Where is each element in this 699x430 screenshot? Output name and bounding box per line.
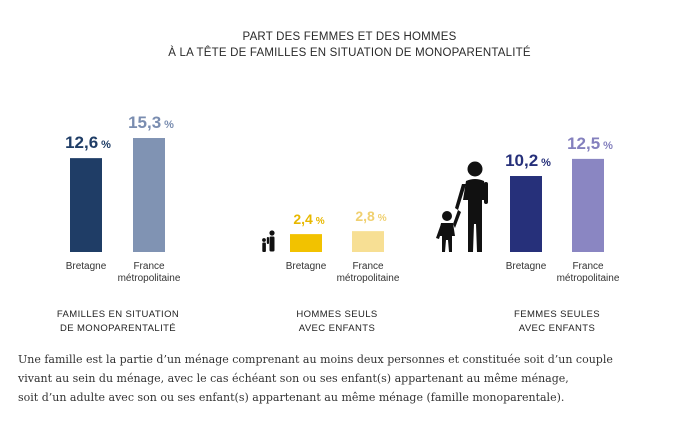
footnote-line: soit d’un adulte avec son ou ses enfant(… xyxy=(18,391,565,404)
bar-france-m-tropolitaine-3 xyxy=(572,158,604,252)
category-label: métropolitaine xyxy=(557,273,620,284)
group-label: AVEC ENFANTS xyxy=(519,323,595,334)
group-label: HOMMES SEULS xyxy=(296,309,377,320)
mother-child-icon xyxy=(436,161,488,252)
value-label: 12,6% xyxy=(65,133,111,152)
group-label: FEMMES SEULES xyxy=(514,309,600,320)
category-label: France xyxy=(352,261,384,272)
father-child-icon xyxy=(262,230,275,252)
value-label: 15,3% xyxy=(128,113,174,132)
category-label: Bretagne xyxy=(506,261,547,272)
category-label: France xyxy=(133,261,165,272)
chart-title-line-1: PART DES FEMMES ET DES HOMMES xyxy=(242,31,457,43)
category-label: métropolitaine xyxy=(118,273,181,284)
group-label: FAMILLES EN SITUATION xyxy=(57,309,179,320)
value-label: 2,8% xyxy=(355,208,386,224)
bar-france-m-tropolitaine-1 xyxy=(133,138,165,252)
footnote: Une famille est la partie d’un ménage co… xyxy=(18,350,688,407)
group-label: DE MONOPARENTALITÉ xyxy=(60,323,176,334)
bar-bretagne-1 xyxy=(70,158,102,252)
footnote-line: vivant au sein du ménage, avec le cas éc… xyxy=(18,372,569,385)
value-label: 2,4% xyxy=(293,211,324,227)
value-label: 10,2% xyxy=(505,151,551,170)
category-label: France xyxy=(572,261,604,272)
bar-bretagne-3 xyxy=(510,176,542,252)
bar-bretagne-2 xyxy=(290,234,322,252)
category-label: Bretagne xyxy=(286,261,327,272)
category-label: métropolitaine xyxy=(337,273,400,284)
category-label: Bretagne xyxy=(66,261,107,272)
chart-title-line-2: À LA TÊTE DE FAMILLES EN SITUATION DE MO… xyxy=(168,47,531,59)
footnote-line: Une famille est la partie d’un ménage co… xyxy=(18,353,613,366)
value-label: 12,5% xyxy=(567,134,613,153)
bar-france-m-tropolitaine-2 xyxy=(352,231,384,252)
group-label: AVEC ENFANTS xyxy=(299,323,375,334)
